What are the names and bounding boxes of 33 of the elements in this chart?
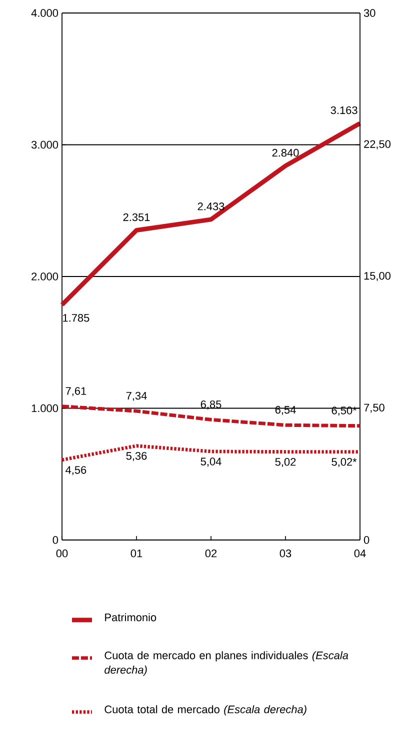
y2-tick-label: 15,00 <box>364 272 391 282</box>
data-label: 2.433 <box>198 202 224 210</box>
data-label: 5,02* <box>332 458 357 468</box>
y-tick-label: 2.000 <box>32 272 58 280</box>
data-label: 2.840 <box>272 148 299 157</box>
y-tick-label: 0 <box>52 536 58 544</box>
data-label: 4,56 <box>66 466 86 476</box>
data-label: 6,85 <box>200 400 222 410</box>
x-tick-label: 04 <box>354 550 366 558</box>
data-label: 5,02 <box>275 458 296 468</box>
data-label: 6,54 <box>275 406 296 415</box>
legend-label: Patrimonio <box>105 613 156 622</box>
x-tick-label: 02 <box>205 550 217 558</box>
y-tick-label: 3.000 <box>31 140 58 149</box>
legend-label: Cuota total de mercado (Escala derecha) <box>104 705 306 716</box>
data-label: 5,04 <box>200 458 222 467</box>
y2-tick-label: 22,50 <box>364 140 391 150</box>
data-label: 3.163 <box>330 106 358 114</box>
y2-tick-label: 7,50 <box>364 404 384 413</box>
y2-tick-label: 30 <box>364 9 376 17</box>
data-label: 1.785 <box>63 314 90 322</box>
x-tick-label: 00 <box>56 550 68 558</box>
data-label: 2.351 <box>123 213 150 222</box>
x-tick-label: 03 <box>280 550 292 558</box>
y-tick-label: 1.000 <box>32 404 58 412</box>
line-series <box>60 121 362 308</box>
y2-tick-label: 0 <box>364 536 370 544</box>
data-label: 7,34 <box>126 392 147 401</box>
y-tick-label: 4.000 <box>31 9 58 17</box>
text: Cuota de mercado en planes individuales (Escala derecha) <box>104 651 348 676</box>
data-label: 7,61 <box>66 387 86 396</box>
data-label: 5,36 <box>126 452 147 462</box>
x-tick-label: 01 <box>130 550 142 558</box>
